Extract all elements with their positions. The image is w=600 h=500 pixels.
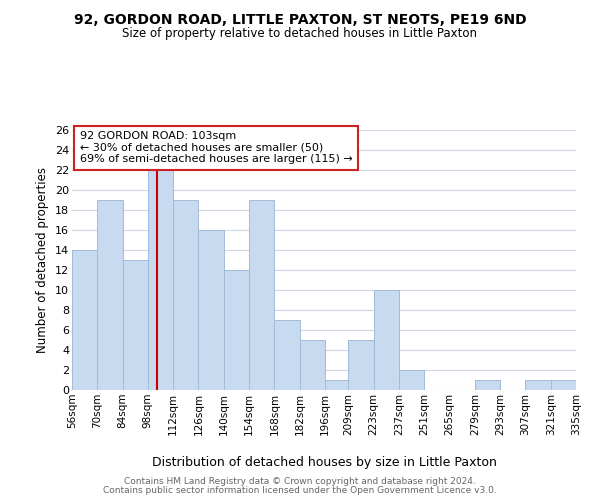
Bar — [249, 200, 274, 390]
Text: Contains HM Land Registry data © Crown copyright and database right 2024.: Contains HM Land Registry data © Crown c… — [124, 477, 476, 486]
Text: Contains public sector information licensed under the Open Government Licence v3: Contains public sector information licen… — [103, 486, 497, 495]
Text: 92 GORDON ROAD: 103sqm
← 30% of detached houses are smaller (50)
69% of semi-det: 92 GORDON ROAD: 103sqm ← 30% of detached… — [80, 132, 352, 164]
Bar — [224, 270, 249, 390]
Bar — [526, 380, 551, 390]
Bar — [122, 260, 148, 390]
Bar — [199, 230, 224, 390]
Bar — [551, 380, 576, 390]
Bar — [475, 380, 500, 390]
Text: Distribution of detached houses by size in Little Paxton: Distribution of detached houses by size … — [152, 456, 496, 469]
Bar — [274, 320, 299, 390]
Bar — [399, 370, 424, 390]
Bar — [374, 290, 399, 390]
Bar — [299, 340, 325, 390]
Text: 92, GORDON ROAD, LITTLE PAXTON, ST NEOTS, PE19 6ND: 92, GORDON ROAD, LITTLE PAXTON, ST NEOTS… — [74, 12, 526, 26]
Bar — [349, 340, 374, 390]
Bar — [173, 200, 199, 390]
Bar — [148, 170, 173, 390]
Bar — [72, 250, 97, 390]
Bar — [325, 380, 349, 390]
Y-axis label: Number of detached properties: Number of detached properties — [37, 167, 49, 353]
Bar — [97, 200, 122, 390]
Text: Size of property relative to detached houses in Little Paxton: Size of property relative to detached ho… — [122, 28, 478, 40]
